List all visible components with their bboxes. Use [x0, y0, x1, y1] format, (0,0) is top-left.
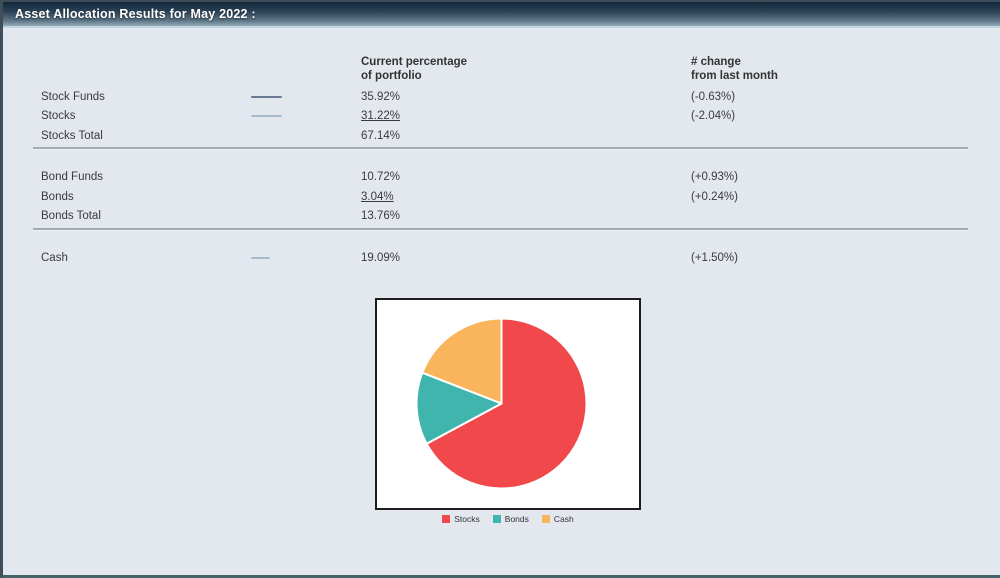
legend-item-stocks: Stocks — [442, 514, 480, 524]
table-row-bonds: Bonds 3.04% (+0.24%) — [3, 187, 1000, 207]
legend-swatch-cash — [541, 515, 550, 523]
table-row-cash: Cash 19.09% (+1.50%) — [3, 249, 1000, 269]
table-header-row: Current percentage of portfolio # change… — [3, 56, 1000, 87]
percent-value: 35.92% — [361, 90, 401, 103]
change-value: (+0.93%) — [691, 171, 738, 184]
change-value: (+1.50%) — [691, 252, 738, 265]
cash-line-indicator — [251, 257, 270, 260]
percent-value: 67.14% — [361, 129, 401, 142]
legend-label: Bonds — [504, 514, 529, 524]
change-value: (-2.04%) — [691, 110, 736, 123]
percent-value: 13.76% — [361, 210, 401, 223]
stock-funds-line-indicator — [251, 95, 282, 98]
table-row-bond-funds: Bond Funds 10.72% (+0.93%) — [3, 168, 1000, 188]
percent-value-link[interactable]: 3.04% — [361, 190, 394, 203]
legend-item-cash: Cash — [541, 514, 574, 524]
pie-slice-cash — [421, 317, 503, 405]
asset-label: Stocks — [41, 110, 76, 123]
change-value: (-0.63%) — [691, 90, 736, 103]
percent-value: 10.72% — [361, 171, 401, 184]
pie-chart-frame — [375, 298, 641, 510]
change-value: (+0.24%) — [691, 190, 738, 203]
asset-label: Stock Funds — [41, 90, 105, 103]
chart-legend: Stocks Bonds Cash — [375, 514, 641, 524]
stocks-line-indicator — [251, 115, 282, 118]
asset-label: Bonds Total — [41, 210, 101, 223]
percent-value-link[interactable]: 31.22% — [361, 110, 401, 123]
current-percentage-column-header: Current percentage of portfolio — [361, 56, 468, 82]
table-row-stocks: Stocks 31.22% (-2.04%) — [3, 107, 1000, 127]
table-row-stocks-total: Stocks Total 67.14% — [3, 126, 1000, 146]
asset-label: Bond Funds — [41, 171, 104, 184]
legend-label: Stocks — [454, 514, 480, 524]
table-row-bonds-total: Bonds Total 13.76% — [3, 207, 1000, 227]
legend-swatch-stocks — [442, 515, 451, 523]
allocation-table: Current percentage of portfolio # change… — [3, 56, 1000, 268]
asset-label: Cash — [41, 252, 68, 265]
legend-label: Cash — [553, 514, 574, 524]
report-title-bar: Asset Allocation Results for May 2022 : — [3, 0, 1000, 28]
legend-item-bonds: Bonds — [492, 514, 529, 524]
pie-slice-stocks — [425, 317, 588, 490]
change-column-header: # change from last month — [691, 56, 778, 82]
table-row-stock-funds: Stock Funds 35.92% (-0.63%) — [3, 87, 1000, 107]
pie-chart — [415, 317, 588, 490]
asset-label: Bonds — [41, 190, 74, 203]
page-title: Asset Allocation Results for May 2022 : — [15, 7, 256, 21]
asset-label: Stocks Total — [41, 129, 103, 142]
percent-value: 19.09% — [361, 252, 401, 265]
section-divider — [33, 228, 968, 231]
section-divider — [33, 146, 968, 150]
legend-swatch-bonds — [492, 515, 501, 523]
pie-slice-bonds — [415, 371, 503, 445]
